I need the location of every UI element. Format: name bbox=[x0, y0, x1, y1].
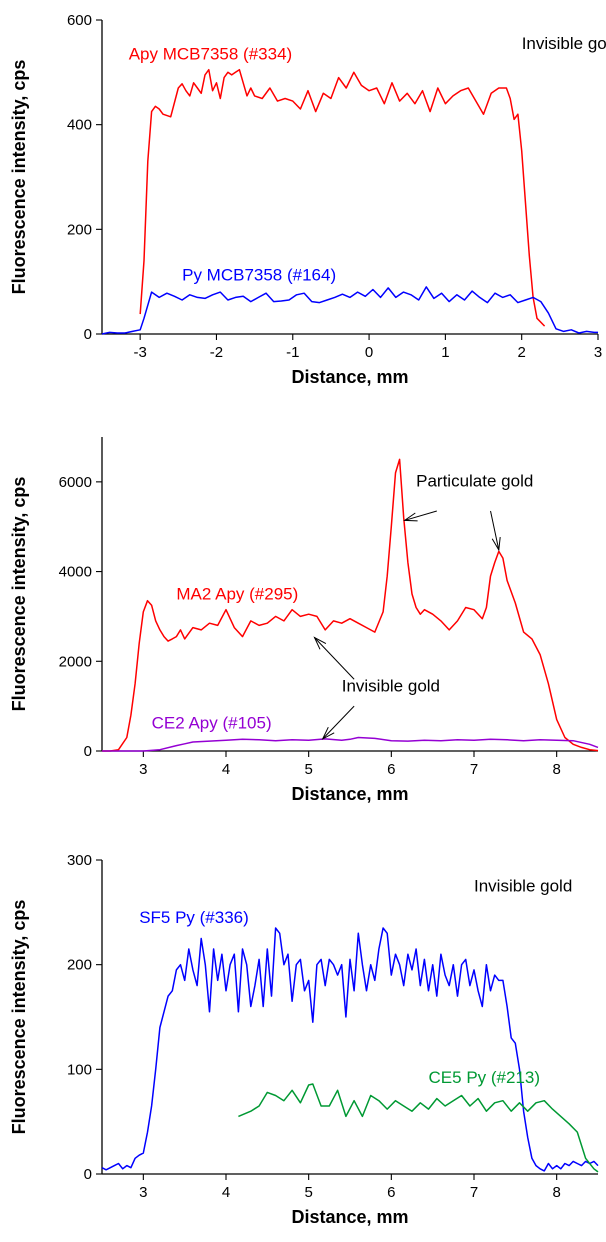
y-tick-label: 200 bbox=[67, 957, 92, 974]
y-tick-label: 400 bbox=[67, 117, 92, 134]
x-tick-label: 2 bbox=[518, 344, 526, 361]
x-tick-label: 4 bbox=[222, 1184, 230, 1201]
series-line-2 bbox=[238, 1083, 599, 1173]
arrow-head bbox=[403, 512, 418, 522]
x-tick-label: 5 bbox=[304, 761, 312, 778]
y-axis-title: Fluorescence intensity, cps bbox=[9, 900, 29, 1135]
annotation-arrow bbox=[490, 510, 500, 551]
annotation-text: Invisible gold bbox=[522, 34, 606, 53]
annotation-arrow bbox=[404, 510, 437, 521]
series-label: Py MCB7358 (#164) bbox=[182, 266, 336, 285]
series-label: MA2 Apy (#295) bbox=[176, 584, 298, 603]
arrow-head bbox=[313, 636, 327, 650]
series-label: Apy MCB7358 (#334) bbox=[129, 44, 292, 63]
x-axis-title: Distance, mm bbox=[291, 367, 408, 387]
x-tick-label: 3 bbox=[139, 1184, 147, 1201]
x-tick-label: 7 bbox=[470, 1184, 478, 1201]
x-tick-label: -3 bbox=[133, 344, 146, 361]
x-axis-title: Distance, mm bbox=[291, 1207, 408, 1227]
chart-panel-2: 0 2000 4000 6000 3 4 5 6 7 8 Distance, mm Fluoresce… bbox=[9, 437, 599, 804]
x-tick-label: 5 bbox=[304, 1184, 312, 1201]
x-tick-label: 3 bbox=[594, 344, 602, 361]
annotation-text: Invisible gold bbox=[474, 876, 572, 895]
y-tick-label: 0 bbox=[84, 743, 92, 760]
x-tick-label: 6 bbox=[387, 1184, 395, 1201]
x-tick-label: 4 bbox=[222, 761, 230, 778]
y-tick-label: 0 bbox=[84, 1166, 92, 1183]
annotation-text: Invisible gold bbox=[342, 676, 440, 695]
series-label: SF5 Py (#336) bbox=[139, 908, 249, 927]
x-tick-label: -1 bbox=[286, 344, 299, 361]
y-tick-label: 300 bbox=[67, 852, 92, 869]
chart-panel-3: 0 100 200 300 3 4 5 6 7 8 Distance, mm Fluorescence… bbox=[9, 852, 599, 1227]
x-tick-label: 0 bbox=[365, 344, 373, 361]
x-tick-label: 7 bbox=[470, 761, 478, 778]
arrow-head bbox=[491, 537, 501, 552]
x-tick-label: 6 bbox=[387, 761, 395, 778]
annotation-arrow bbox=[322, 705, 355, 740]
x-tick-label: 8 bbox=[552, 1184, 560, 1201]
series-line-2 bbox=[102, 736, 599, 752]
series-label: CE5 Py (#213) bbox=[429, 1068, 541, 1087]
arrow-head bbox=[321, 726, 335, 741]
x-axis-title: Distance, mm bbox=[291, 784, 408, 804]
y-tick-label: 4000 bbox=[59, 564, 92, 581]
annotation-text: Particulate gold bbox=[416, 471, 533, 490]
y-tick-label: 0 bbox=[84, 326, 92, 343]
y-axis-title: Fluorescence intensity, cps bbox=[9, 60, 29, 295]
x-tick-label: -2 bbox=[210, 344, 223, 361]
annotation-arrow bbox=[314, 637, 355, 680]
series-label: CE2 Apy (#105) bbox=[152, 714, 272, 733]
series-line-1 bbox=[102, 458, 599, 752]
y-axis-title: Fluorescence intensity, cps bbox=[9, 477, 29, 712]
chart-panel-1: 0 200 400 600 -3 -2 -1 0 1 2 3 Distance, mm Fluoresc… bbox=[9, 12, 606, 387]
series-line-1 bbox=[101, 927, 599, 1172]
series-line-2 bbox=[101, 286, 598, 335]
y-tick-label: 6000 bbox=[59, 474, 92, 491]
y-tick-label: 100 bbox=[67, 1061, 92, 1078]
x-tick-label: 3 bbox=[139, 761, 147, 778]
series-line-1 bbox=[139, 68, 546, 327]
y-tick-label: 200 bbox=[67, 221, 92, 238]
x-tick-label: 8 bbox=[552, 761, 560, 778]
y-tick-label: 600 bbox=[67, 12, 92, 29]
y-tick-label: 2000 bbox=[59, 653, 92, 670]
x-tick-label: 1 bbox=[441, 344, 449, 361]
